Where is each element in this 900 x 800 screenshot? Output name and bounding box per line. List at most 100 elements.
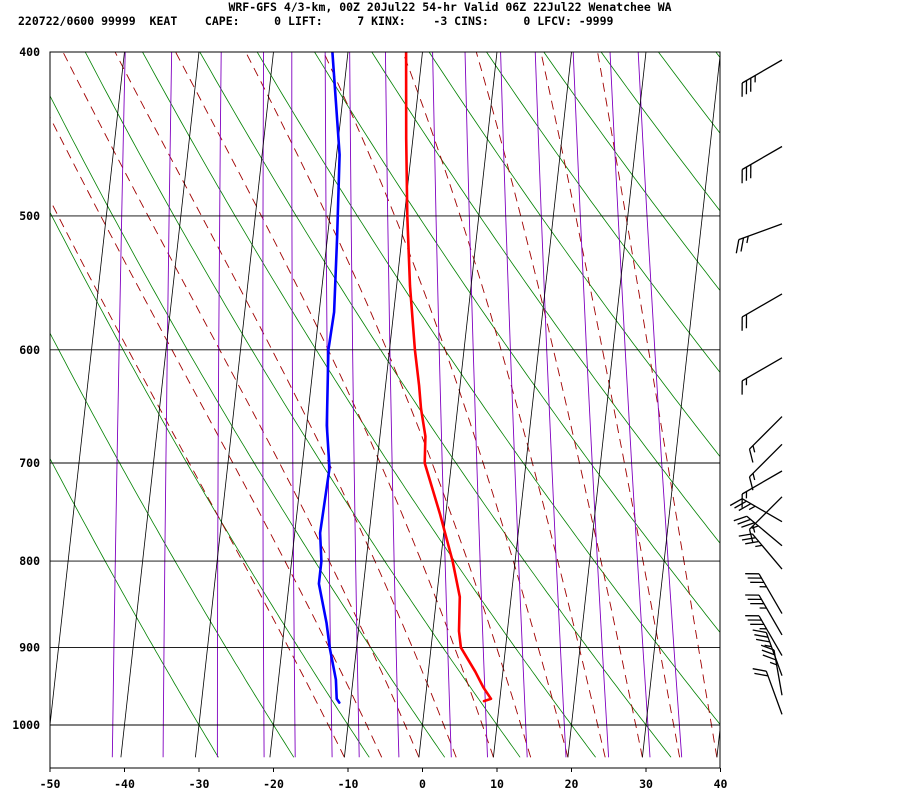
isotherm-line [418,52,498,758]
mixing-ratio-line [534,52,567,758]
mixing-ratio-line [384,52,400,758]
wind-barb-flag [761,649,776,656]
wind-barb-half-flag [748,505,756,511]
isotherm-line [493,52,572,758]
isotherm-line [642,52,720,758]
wind-barb-staff [741,498,783,523]
isotherm-line [344,52,423,758]
isotherm-line [269,52,349,758]
moist-adiabat-line [323,52,569,758]
mixing-ratio-line [216,52,222,758]
isotherm-line [50,52,125,729]
wind-barb [741,293,783,331]
temperature-profile-line [404,52,493,703]
moist-adiabat-line [114,52,457,758]
wind-barb-half-flag [752,473,756,481]
dry-adiabat-line [880,43,900,758]
wind-barb-flag [733,515,748,522]
pressure-tick-label: 1000 [12,718,40,732]
wind-barb-staff [741,145,783,171]
pressure-tick-label: 900 [19,641,40,655]
wind-barb-staff [765,670,783,715]
wind-barb-half-flag [751,525,759,529]
wind-barb-flag [738,533,753,537]
dry-adiabat-line [199,52,672,758]
temperature-tick-label: -30 [189,777,210,791]
wind-barb [741,470,783,508]
wind-barb-flag [762,654,776,661]
wind-barb-flag [734,500,747,509]
dry-adiabat-line [50,332,295,758]
moist-adiabat-line [62,52,420,758]
wind-barb-flag [754,634,769,638]
wind-barb-half-flag [764,644,772,648]
wind-barb-flag [745,540,760,545]
wind-barb [741,145,783,184]
wind-barb-flag [741,537,756,541]
wind-barb-staff [758,573,783,614]
dry-adiabat-line [600,52,720,212]
dry-adiabat-line [715,52,720,59]
moist-adiabat-line [475,52,643,758]
wind-barb [738,533,783,570]
wind-barb [729,498,783,523]
mixing-ratio-line [349,52,360,758]
wind-barb-staff [749,416,783,450]
moist-adiabat-line [175,52,494,758]
mixing-ratio-line [500,52,528,758]
wind-barb-half-flag [769,661,777,666]
wind-barb [745,573,783,614]
mixing-ratio-line [111,52,126,758]
wind-barb-staff [741,357,783,382]
wind-barb-flag [748,448,754,463]
dry-adiabat-line [543,52,720,292]
wind-barb [748,416,783,463]
moist-adiabat-line [245,52,532,758]
dry-adiabat-line [50,211,370,758]
wind-barb [741,59,783,97]
temperature-tick-label: 0 [419,777,426,791]
dry-adiabat-line [766,43,900,758]
wind-barb-half-flag [752,525,756,533]
temperature-tick-label: 40 [714,777,728,791]
wind-barb-flag [755,638,770,643]
dry-adiabat-line [371,52,720,544]
temperature-tick-label: 10 [490,777,504,791]
mixing-ratio-line [162,52,173,758]
dry-adiabat-line [142,52,596,758]
wind-barb [760,644,783,696]
plot-frame [49,51,721,769]
pressure-tick-label: 800 [19,554,40,568]
wind-barb-staff [741,470,783,495]
pressure-tick-label: 400 [19,45,40,59]
temperature-tick-label: 20 [565,777,579,791]
wind-barb [733,515,783,547]
wind-barb-staff [741,59,783,84]
dry-adiabat-line [256,52,720,726]
dry-adiabat-line [823,43,900,758]
pressure-tick-label: 500 [19,209,40,223]
wind-barb-staff [746,515,783,547]
wind-barb-flag [748,529,754,543]
wind-barb [752,668,783,715]
isotherm-line [567,52,647,758]
dry-adiabat-line [314,52,720,634]
moist-adiabat-line [50,116,383,758]
pressure-tick-label: 600 [19,343,40,357]
dry-adiabat-line [50,95,446,758]
wind-barb [741,357,783,395]
isotherm-line [195,52,274,758]
wind-barb-flag [741,522,755,528]
dry-adiabat-line [50,457,219,758]
dry-adiabat-line [428,52,720,458]
moist-adiabat-line [597,52,718,758]
wind-barb [735,223,783,254]
wind-barb-staff [751,533,783,570]
isotherm-line [120,52,200,758]
isotherm-line [716,725,720,758]
temperature-tick-label: -10 [338,777,359,791]
temperature-tick-label: -20 [263,777,284,791]
mixing-ratio-line [464,52,488,758]
dewpoint-profile-line [317,52,341,704]
